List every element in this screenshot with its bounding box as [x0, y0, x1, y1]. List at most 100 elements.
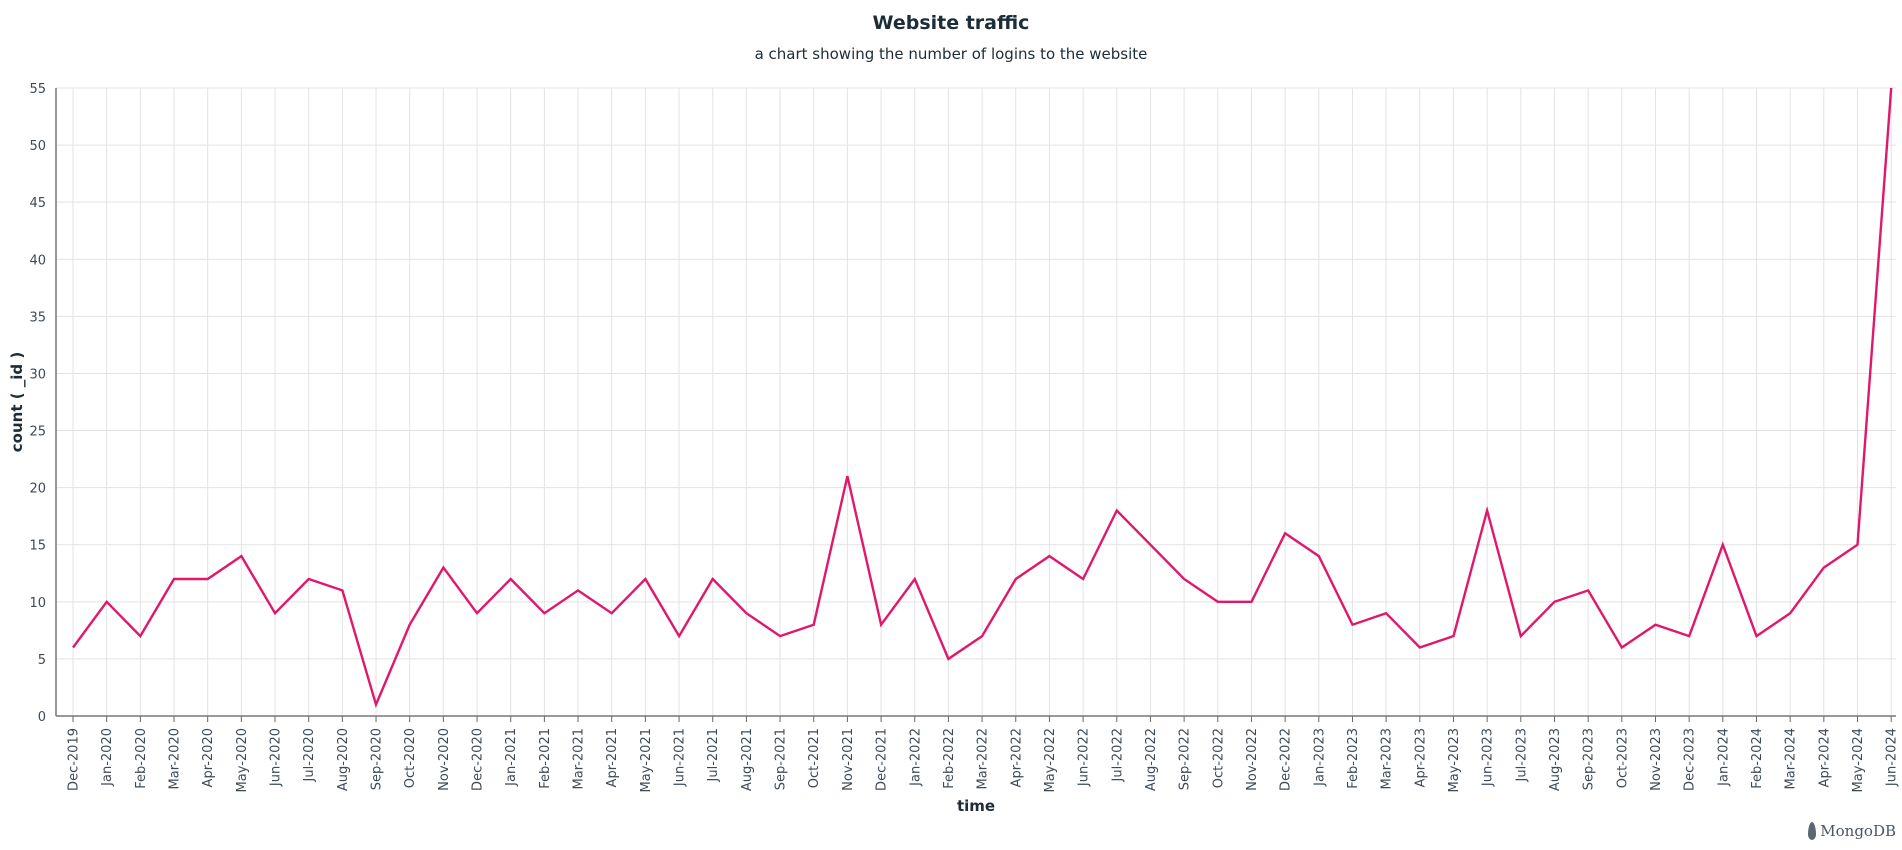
series-line [70, 87, 1893, 709]
y-tick-label: 20 [29, 482, 46, 497]
x-tick-label: Jun-2020 [269, 728, 284, 787]
data-point [1450, 633, 1456, 639]
x-tick-label: Sep-2021 [774, 728, 789, 790]
data-point [339, 587, 345, 593]
data-point [373, 702, 379, 708]
x-tick-label: Apr-2024 [1817, 728, 1832, 787]
x-tick-label: Nov-2022 [1245, 728, 1260, 791]
data-point [508, 576, 514, 582]
x-tick-label: Jan-2023 [1312, 728, 1327, 787]
x-tick-label: Nov-2021 [841, 728, 856, 791]
x-tick-label: Dec-2023 [1683, 728, 1698, 791]
x-tick-label: Sep-2022 [1178, 728, 1193, 790]
data-point [407, 622, 413, 628]
data-point [710, 576, 716, 582]
x-tick-label: Dec-2021 [875, 728, 890, 791]
axes [55, 88, 1896, 722]
x-tick-label: Oct-2023 [1615, 728, 1630, 788]
data-point [811, 622, 817, 628]
x-tick-label: May-2024 [1851, 728, 1866, 792]
mongodb-logo: MongoDB [1808, 822, 1896, 840]
data-point [1013, 576, 1019, 582]
data-point [1316, 553, 1322, 559]
x-tick-label: Aug-2020 [336, 728, 351, 791]
x-tick-label: Oct-2022 [1211, 728, 1226, 788]
data-point [1114, 507, 1120, 513]
data-point [1821, 565, 1827, 571]
x-axis-title: time [957, 797, 995, 815]
data-point [1215, 599, 1221, 605]
x-tick-label: Jan-2024 [1716, 728, 1731, 787]
data-point [1417, 644, 1423, 650]
x-tick-label: Apr-2022 [1009, 728, 1024, 787]
y-tick-label: 45 [29, 196, 46, 211]
x-tick-label: May-2023 [1447, 728, 1462, 792]
data-point [1046, 553, 1052, 559]
x-tick-label: Sep-2020 [370, 728, 385, 790]
data-point [137, 633, 143, 639]
data-point [777, 633, 783, 639]
x-tick-label: Mar-2021 [572, 728, 587, 789]
data-point [1855, 542, 1861, 548]
y-axis-title: count ( _id ) [8, 352, 26, 452]
data-point [238, 553, 244, 559]
y-tick-label: 10 [29, 596, 46, 611]
data-point [440, 565, 446, 571]
data-point [306, 576, 312, 582]
data-point [1080, 576, 1086, 582]
y-tick-label: 30 [29, 367, 46, 382]
leaf-icon [1808, 822, 1817, 840]
data-point [1585, 587, 1591, 593]
x-tick-label: Aug-2022 [1144, 728, 1159, 791]
x-tick-label: May-2022 [1043, 728, 1058, 792]
x-tick-label: Mar-2023 [1380, 728, 1395, 789]
x-tick-label: Feb-2023 [1346, 728, 1361, 789]
data-point [1754, 633, 1760, 639]
data-point [743, 610, 749, 616]
data-point [642, 576, 648, 582]
x-tick-label: Feb-2022 [942, 728, 957, 789]
x-tick-label: Dec-2019 [67, 728, 82, 791]
x-tick-label: Oct-2021 [807, 728, 822, 788]
x-tick-label: Mar-2024 [1784, 728, 1799, 789]
data-point [1551, 599, 1557, 605]
x-tick-label: Feb-2020 [134, 728, 149, 789]
data-point [844, 473, 850, 479]
y-tick-label: 35 [29, 310, 46, 325]
data-point [1686, 633, 1692, 639]
x-tick-label: Jul-2022 [1110, 728, 1125, 782]
x-tick-label: Dec-2022 [1279, 728, 1294, 791]
x-tick-label: Jun-2024 [1885, 728, 1900, 787]
y-tick-label: 55 [29, 82, 46, 97]
data-point [474, 610, 480, 616]
data-point [676, 633, 682, 639]
chart-subtitle: a chart showing the number of logins to … [754, 45, 1148, 63]
x-tick-label: May-2021 [639, 728, 654, 792]
x-tick-label: Jan-2022 [908, 728, 923, 787]
data-point [912, 576, 918, 582]
data-point [171, 576, 177, 582]
data-point [70, 644, 76, 650]
y-tick-label: 40 [29, 253, 46, 268]
x-tick-label: Jul-2020 [302, 728, 317, 782]
data-point [1248, 599, 1254, 605]
data-point [1484, 507, 1490, 513]
x-tick-label: Apr-2021 [605, 728, 620, 787]
data-point [1619, 644, 1625, 650]
x-axis-ticks: Dec-2019 Jan-2020 Feb-2020 Mar-2020 Apr-2020… [67, 728, 1900, 792]
y-tick-label: 50 [29, 139, 46, 154]
x-tick-label: Nov-2020 [437, 728, 452, 791]
data-point [1652, 622, 1658, 628]
x-tick-label: Dec-2020 [471, 728, 486, 791]
data-point [945, 656, 951, 662]
data-point [205, 576, 211, 582]
x-tick-label: Jun-2022 [1077, 728, 1092, 787]
x-tick-label: Mar-2020 [168, 728, 183, 789]
data-point [104, 599, 110, 605]
series-polyline [72, 87, 1893, 709]
x-tick-label: Mar-2022 [976, 728, 991, 789]
y-tick-label: 0 [38, 710, 46, 725]
y-tick-label: 15 [29, 539, 46, 554]
x-tick-label: Nov-2023 [1649, 728, 1664, 791]
